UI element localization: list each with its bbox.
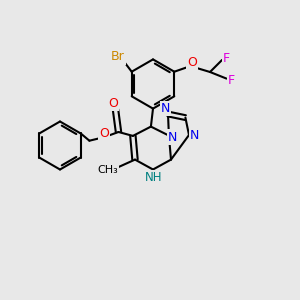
- Text: O: O: [100, 127, 109, 140]
- Text: F: F: [228, 74, 235, 87]
- Text: O: O: [108, 97, 118, 110]
- Text: N: N: [168, 130, 178, 144]
- Text: O: O: [187, 56, 197, 69]
- Text: F: F: [223, 52, 230, 65]
- Text: NH: NH: [145, 171, 162, 184]
- Text: N: N: [190, 129, 199, 142]
- Text: N: N: [161, 102, 170, 115]
- Text: Br: Br: [111, 50, 124, 64]
- Text: CH₃: CH₃: [98, 165, 118, 176]
